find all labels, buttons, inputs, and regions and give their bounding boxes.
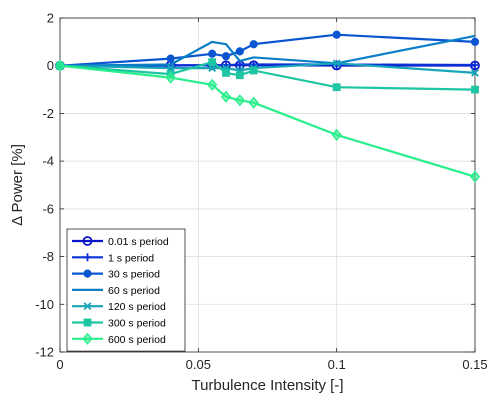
- data-point: [208, 49, 217, 58]
- legend-item: 300 s period: [72, 318, 166, 330]
- series-line: [59, 34, 476, 67]
- y-tick-label: -6: [42, 201, 54, 216]
- data-point: [331, 128, 342, 141]
- x-tick-label: 0: [56, 357, 63, 372]
- y-axis-label: Δ Power [%]: [9, 144, 26, 226]
- data-point: [220, 90, 232, 103]
- legend-marker: [83, 269, 92, 278]
- y-tick-label: -2: [42, 106, 54, 121]
- legend-label: 0.01 s period: [108, 236, 169, 248]
- legend-item: 0.01 s period: [72, 236, 169, 248]
- series-line: [59, 62, 476, 74]
- legend-marker: [82, 236, 93, 246]
- x-axis-ticks: 0 0.05 0.1 0.15: [56, 18, 488, 372]
- legend-label: 60 s period: [108, 285, 160, 297]
- legend-label: 30 s period: [108, 269, 160, 281]
- y-axis-ticks: 2 0 -2 -4 -6 -8 -10 -12: [35, 11, 475, 360]
- data-point: [249, 66, 258, 75]
- data-point: [235, 47, 244, 56]
- x-axis-label: Turbulence Intensity [-]: [191, 377, 343, 394]
- data-point: [234, 94, 245, 107]
- data-point: [235, 71, 244, 80]
- data-point: [207, 78, 218, 91]
- series-3: [59, 34, 476, 67]
- y-tick-label: -12: [35, 345, 54, 360]
- data-point: [471, 85, 479, 94]
- data-point: [332, 83, 341, 92]
- legend-item: 30 s period: [72, 269, 160, 281]
- data-point: [222, 68, 230, 77]
- y-tick-label: 2: [47, 11, 54, 26]
- y-tick-label: -4: [42, 154, 54, 169]
- series-line: [59, 33, 476, 67]
- x-tick-label: 0.1: [328, 357, 346, 372]
- data-point: [332, 30, 341, 39]
- legend-item: 60 s period: [72, 285, 160, 297]
- data-point: [165, 71, 176, 84]
- data-point: [166, 54, 175, 63]
- legend-label: 600 s period: [108, 334, 166, 346]
- legend-marker: [83, 253, 92, 262]
- legend-marker: [82, 332, 93, 345]
- series-group: [54, 30, 481, 183]
- x-tick-label: 0.15: [462, 357, 487, 372]
- legend-item: 120 s period: [72, 301, 166, 313]
- legend-marker: [83, 302, 92, 311]
- legend: 0.01 s period 1 s period 30 s period 60 s p…: [66, 228, 186, 352]
- plot-frame: [59, 17, 476, 353]
- legend-item: 1 s period: [72, 252, 154, 264]
- data-point: [221, 52, 231, 61]
- legend-label: 120 s period: [108, 301, 166, 313]
- data-point: [471, 68, 479, 77]
- series-line: [59, 64, 476, 178]
- x-tick-label: 0.05: [186, 357, 211, 372]
- y-tick-label: 0: [47, 58, 54, 73]
- data-point: [470, 37, 480, 46]
- legend-marker: [83, 318, 92, 327]
- y-tick-label: -8: [42, 249, 54, 264]
- legend-label: 1 s period: [108, 252, 154, 264]
- y-tick-label: -10: [35, 297, 54, 312]
- data-point: [332, 59, 341, 68]
- series-6: [54, 59, 481, 183]
- legend-label: 300 s period: [108, 318, 166, 330]
- legend-item: 600 s period: [72, 332, 166, 346]
- series-line: [59, 60, 476, 91]
- data-point: [54, 59, 66, 72]
- data-point: [471, 60, 479, 69]
- data-point: [249, 40, 258, 49]
- data-point: [208, 58, 217, 67]
- data-point: [469, 170, 481, 183]
- data-point: [248, 96, 259, 109]
